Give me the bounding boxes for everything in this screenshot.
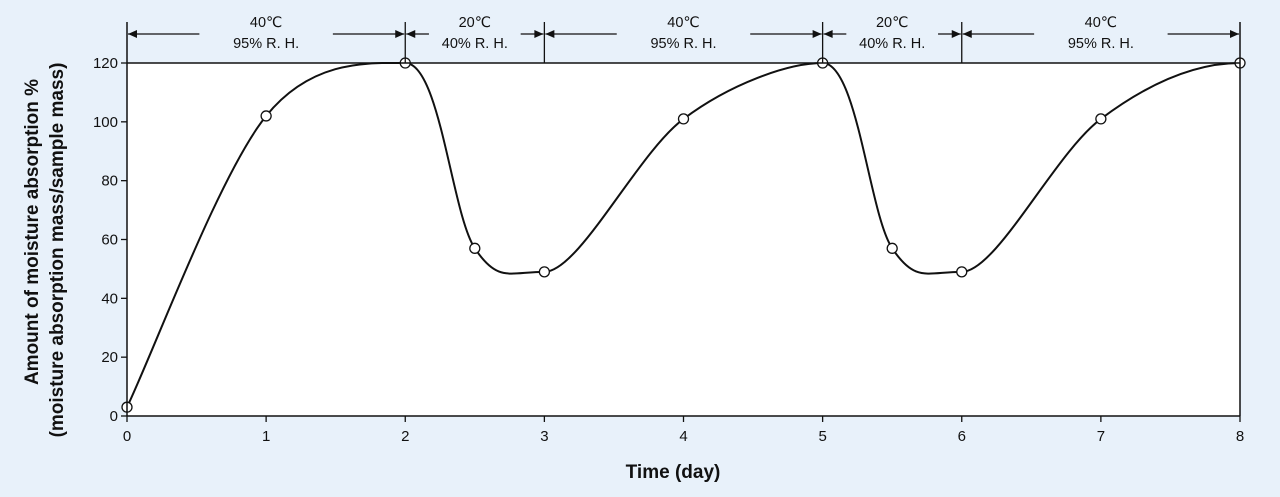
condition-rh-label-1: 40% R. H. — [442, 36, 508, 52]
x-tick-label-2: 2 — [401, 428, 409, 445]
data-point-1 — [260, 110, 272, 122]
y-tick-label-100: 100 — [93, 114, 118, 131]
x-tick-label-6: 6 — [958, 428, 966, 445]
x-tick-label-8: 8 — [1236, 428, 1244, 445]
condition-arrowhead-left-0 — [128, 30, 137, 38]
data-point-5 — [677, 113, 690, 125]
condition-arrowhead-left-3 — [823, 30, 833, 38]
x-tick-label-0: 0 — [123, 428, 131, 445]
condition-arrowhead-right-4 — [1230, 30, 1239, 38]
condition-rh-label-4: 95% R. H. — [1068, 36, 1134, 52]
condition-arrowhead-right-1 — [534, 30, 544, 38]
condition-arrowhead-left-1 — [406, 30, 416, 38]
condition-arrowhead-left-2 — [545, 30, 555, 38]
x-tick-label-5: 5 — [818, 428, 826, 445]
condition-arrowhead-right-2 — [812, 30, 822, 38]
condition-rh-label-0: 95% R. H. — [233, 36, 299, 52]
condition-arrowhead-right-3 — [951, 30, 961, 38]
curve-layer — [126, 61, 1241, 408]
x-tick-label-7: 7 — [1097, 428, 1105, 445]
condition-temp-label-1: 20℃ — [459, 15, 491, 31]
condition-temp-label-0: 40℃ — [250, 15, 282, 31]
data-point-9 — [1095, 113, 1107, 125]
y-axis-title-line1: Amount of moisture absorption % — [22, 79, 43, 385]
x-axis-title: Time (day) — [626, 462, 721, 483]
condition-rh-label-3: 40% R. H. — [859, 36, 925, 52]
y-tick-label-60: 60 — [101, 232, 118, 249]
x-tick-label-3: 3 — [540, 428, 548, 445]
condition-temp-label-3: 20℃ — [876, 15, 908, 31]
series-line — [126, 61, 1241, 408]
data-point-8 — [956, 266, 968, 278]
condition-arrowhead-left-4 — [962, 30, 972, 38]
x-tick-label-4: 4 — [679, 428, 687, 445]
condition-rh-label-2: 95% R. H. — [650, 36, 716, 52]
y-tick-label-20: 20 — [101, 349, 118, 366]
y-tick-label-80: 80 — [101, 173, 118, 190]
y-tick-label-40: 40 — [101, 290, 118, 307]
data-point-7 — [886, 242, 898, 254]
condition-temp-label-4: 40℃ — [1085, 15, 1117, 31]
y-tick-label-120: 120 — [93, 55, 118, 72]
data-point-4 — [538, 266, 551, 278]
y-tick-label-0: 0 — [110, 408, 118, 425]
data-point-3 — [469, 242, 481, 254]
conditions-layer: 40℃ 95% R. H. 20℃ 40% R. H. 40℃ 95% R. H. 20℃ 4… — [128, 15, 1239, 63]
y-axis-title-line2: (moisture absorption mass/sample mass) — [47, 63, 68, 438]
condition-arrowhead-right-0 — [395, 30, 405, 38]
condition-temp-label-2: 40℃ — [667, 15, 699, 31]
x-tick-label-1: 1 — [262, 428, 270, 445]
